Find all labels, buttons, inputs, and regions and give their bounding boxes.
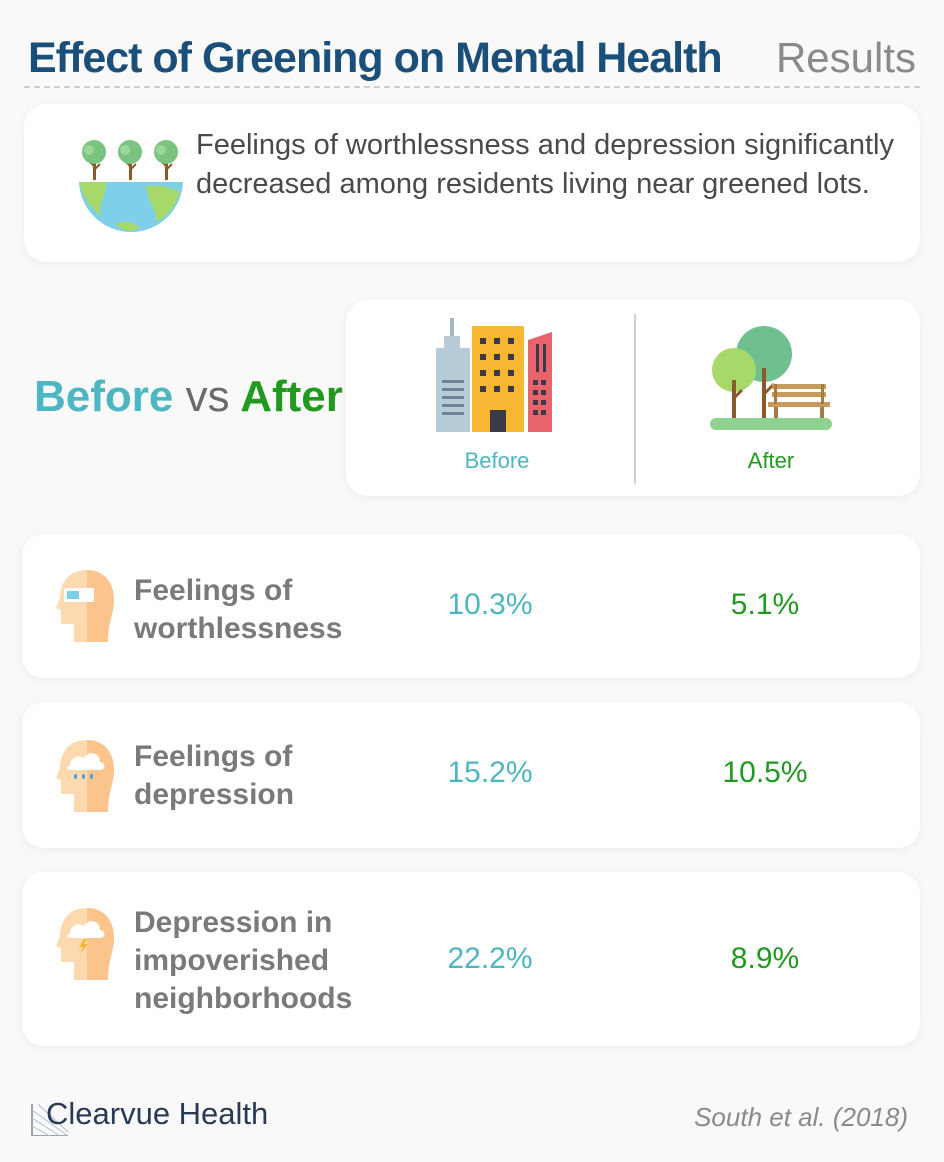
summary-text: Feelings of worthlessness and depression…	[196, 129, 894, 200]
result-row: Feelings of worthlessness 10.3% 5.1%	[22, 534, 920, 678]
header-divider	[24, 86, 920, 88]
column-divider	[634, 314, 636, 484]
brand-logo: Clearvue Health	[30, 1096, 310, 1140]
city-buildings-icon	[436, 318, 552, 432]
head-storm-cloud-icon	[56, 908, 114, 980]
brand-name: Clearvue Health	[46, 1096, 269, 1131]
before-word: Before	[34, 372, 174, 421]
row-before-value: 15.2%	[447, 756, 533, 789]
comparison-header-card: Before After	[346, 300, 920, 496]
before-column-label: Before	[464, 448, 530, 473]
row-after-value: 5.1%	[730, 588, 800, 621]
vs-word: vs	[185, 372, 230, 421]
row-label: Feelings of depression	[134, 740, 295, 811]
head-rain-cloud-icon	[56, 740, 114, 812]
summary-card: Feelings of worthlessness and depression…	[24, 104, 920, 262]
before-vs-after-heading: Before vs After	[34, 372, 343, 422]
park-bench-icon	[710, 326, 832, 430]
after-word: After	[240, 372, 343, 421]
result-row: Depression in impoverished neighborhoods…	[22, 872, 920, 1046]
earth-trees-icon	[76, 140, 186, 232]
result-row: Feelings of depression 15.2% 10.5%	[22, 702, 920, 848]
section-label: Results	[775, 34, 916, 81]
row-label: Feelings of worthlessness	[134, 574, 343, 645]
row-label: Depression in impoverished neighborhoods	[134, 906, 353, 1015]
row-before-value: 22.2%	[447, 942, 533, 975]
page-title: Effect of Greening on Mental Health	[28, 34, 723, 82]
head-goggles-icon	[56, 570, 114, 642]
after-column-label: After	[747, 448, 795, 473]
citation: South et al. (2018)	[694, 1102, 908, 1132]
row-after-value: 10.5%	[722, 756, 808, 789]
page-header: Effect of Greening on Mental Health Resu…	[28, 26, 918, 88]
row-after-value: 8.9%	[730, 942, 800, 975]
logo-mark-icon	[31, 1103, 69, 1136]
row-before-value: 10.3%	[447, 588, 533, 621]
